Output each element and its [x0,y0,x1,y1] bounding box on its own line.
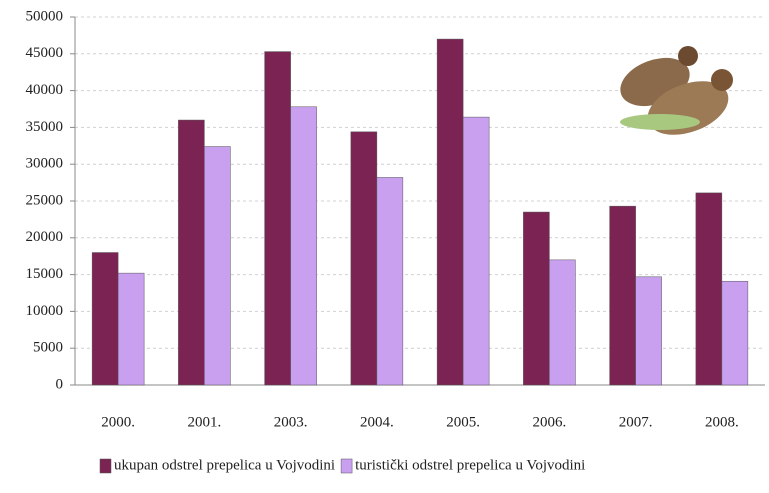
bar [695,192,723,386]
y-tick-label: 30000 [26,156,64,172]
x-tick-label: 2000. [101,414,135,430]
bar [264,51,291,386]
y-tick-label: 45000 [26,45,64,61]
x-tick-label: 2006. [533,414,567,430]
y-tick-label: 15000 [26,266,64,282]
legend: ukupan odstrel prepelica u Vojvodini turi… [99,457,585,474]
plot: 0 5000 10000 15000 20000 25000 30000 35000 40000… [26,8,765,474]
legend-label: ukupan odstrel prepelica u Vojvodini [114,457,335,473]
bar [549,259,576,386]
legend-swatch [340,458,353,474]
y-tick-label: 10000 [26,303,64,319]
y-tick-label: 25000 [26,192,64,208]
y-tick-label: 0 [56,376,64,392]
quail-illustration [620,46,733,135]
bar [462,116,490,386]
bar [609,205,636,386]
bar [376,177,404,386]
y-tick-label: 40000 [26,82,64,98]
y-tick-label: 35000 [26,119,64,135]
bar [350,131,378,386]
y-tick-label: 50000 [26,8,64,24]
x-tick-label: 2004. [360,414,394,430]
legend-swatch [99,458,112,474]
y-tick-label: 5000 [33,340,63,356]
bar [436,38,464,386]
bar [290,106,317,386]
x-tick-label: 2007. [619,414,653,430]
bar [91,252,119,386]
bar [178,119,205,386]
x-tick-label: 2003. [274,414,308,430]
bar [721,280,749,386]
x-tick-label: 2001. [188,414,222,430]
y-tick-label: 20000 [26,229,64,245]
bar [204,146,231,386]
bar [523,211,550,386]
legend-label: turistički odstrel prepelica u Vojvodini [355,457,585,473]
x-tick-label: 2008. [705,414,739,430]
bar [635,276,662,386]
bar [117,272,145,386]
x-tick-label: 2005. [446,414,480,430]
